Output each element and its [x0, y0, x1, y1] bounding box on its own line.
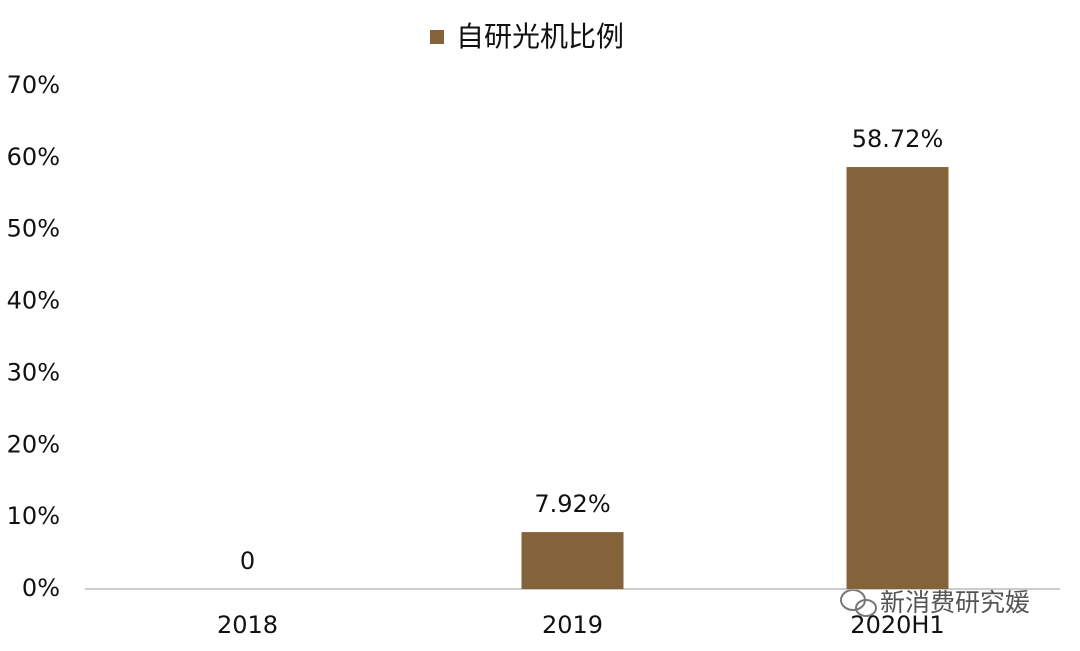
y-tick-label: 30%	[7, 358, 60, 386]
y-tick-label: 0%	[22, 574, 60, 602]
y-tick-label: 60%	[7, 143, 60, 171]
value-label: 0	[240, 547, 255, 575]
bar	[521, 532, 624, 589]
x-tick-label: 2020H1	[850, 611, 944, 639]
y-tick-label: 70%	[7, 71, 60, 99]
x-tick-label: 2018	[217, 611, 278, 639]
bar	[846, 167, 949, 589]
value-label: 58.72%	[852, 125, 944, 153]
x-tick-label: 2019	[542, 611, 603, 639]
watermark: 新消费研究媛	[880, 588, 1030, 617]
y-tick-label: 10%	[7, 502, 60, 530]
legend-label: 自研光机比例	[456, 20, 624, 53]
value-label: 7.92%	[534, 490, 610, 518]
legend-swatch	[430, 30, 444, 44]
watermark-icon	[840, 589, 877, 617]
y-tick-label: 50%	[7, 215, 60, 243]
y-tick-label: 40%	[7, 287, 60, 315]
y-tick-label: 20%	[7, 430, 60, 458]
